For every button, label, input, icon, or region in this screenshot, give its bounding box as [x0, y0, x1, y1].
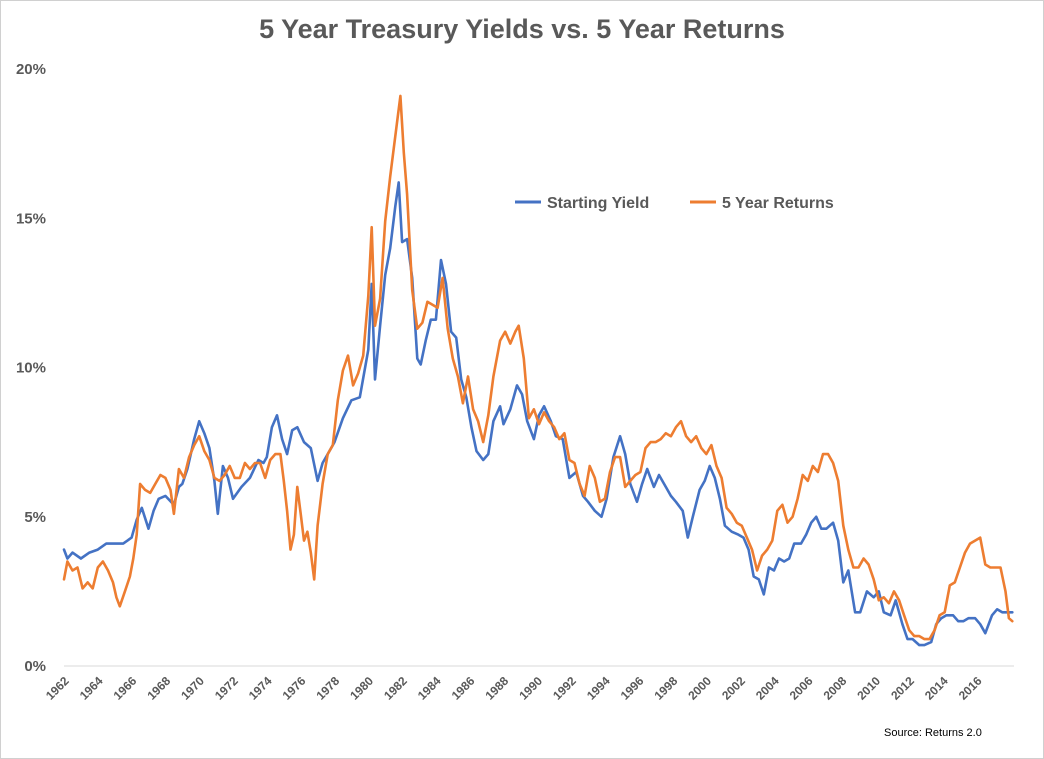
- x-tick-label: 1984: [415, 674, 444, 703]
- y-tick-label: 15%: [16, 210, 46, 227]
- source-note: Source: Returns 2.0: [884, 727, 982, 739]
- x-tick-label: 2008: [821, 674, 850, 703]
- chart-title: 5 Year Treasury Yields vs. 5 Year Return…: [259, 14, 785, 44]
- x-tick-label: 1972: [212, 674, 241, 703]
- series-line-five-year-returns: [62, 94, 1014, 641]
- x-tick-label: 1982: [381, 674, 410, 703]
- x-tick-label: 1990: [516, 674, 545, 703]
- x-tick-label: 1976: [280, 674, 309, 703]
- x-tick-label: 2004: [753, 674, 782, 703]
- x-tick-label: 1988: [482, 674, 511, 703]
- chart-axes: 0%5%10%15%20%1962 1964 1966 1968 1970 1972 197…: [16, 61, 1014, 703]
- x-tick-label: 2016: [956, 674, 985, 703]
- x-tick-label: 1980: [347, 674, 376, 703]
- x-tick-label: 1998: [652, 674, 681, 703]
- legend-label: 5 Year Returns: [722, 195, 834, 212]
- x-tick-label: 1996: [618, 674, 647, 703]
- x-tick-label: 1970: [178, 674, 207, 703]
- x-tick-label: 2000: [685, 674, 714, 703]
- y-tick-label: 20%: [16, 61, 46, 78]
- x-tick-label: 2012: [888, 674, 917, 703]
- x-tick-label: 2014: [922, 674, 951, 703]
- x-tick-label: 1962: [43, 674, 72, 703]
- x-tick-label: 1992: [550, 674, 579, 703]
- y-tick-label: 5%: [24, 509, 46, 526]
- y-tick-label: 0%: [24, 658, 46, 675]
- y-tick-label: 10%: [16, 360, 46, 377]
- x-tick-label: 1974: [246, 674, 275, 703]
- x-tick-label: 2002: [719, 674, 748, 703]
- x-tick-label: 1978: [313, 674, 342, 703]
- chart-legend: Starting Yield 5 Year Returns: [515, 195, 834, 212]
- x-tick-label: 1966: [111, 674, 140, 703]
- x-tick-label: 2006: [787, 674, 816, 703]
- x-tick-label: 1968: [144, 674, 173, 703]
- x-tick-label: 2010: [854, 674, 883, 703]
- series-line-starting-yield: [62, 181, 1014, 647]
- x-tick-label: 1964: [77, 674, 106, 703]
- legend-label: Starting Yield: [547, 195, 649, 212]
- x-tick-label: 1986: [449, 674, 478, 703]
- series-layer: [62, 94, 1014, 647]
- x-tick-label: 1994: [584, 674, 613, 703]
